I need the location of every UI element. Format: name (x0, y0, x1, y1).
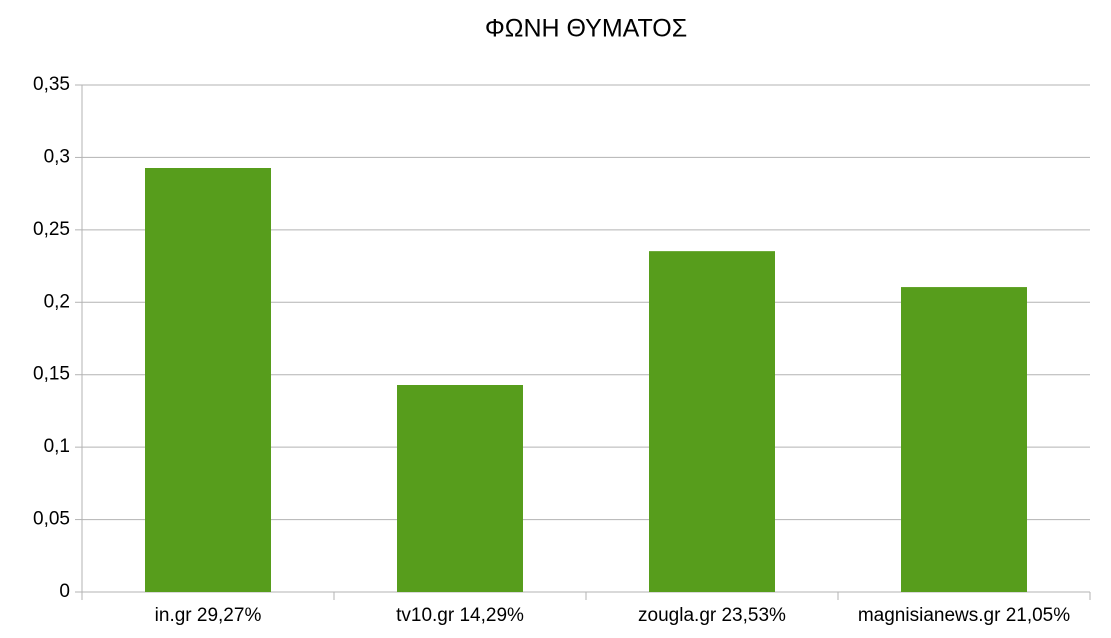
x-tick-label: tv10.gr 14,29% (396, 605, 524, 626)
y-tick-label: 0,15 (33, 364, 70, 385)
bar (145, 168, 271, 592)
y-tick-label: 0,2 (44, 291, 70, 312)
y-tick-label: 0,25 (33, 219, 70, 240)
bar (649, 251, 775, 593)
y-tick-label: 0,05 (33, 509, 70, 530)
bar (901, 287, 1027, 592)
bar (397, 384, 523, 592)
y-tick-label: 0 (59, 581, 70, 602)
y-tick-label: 0,35 (33, 74, 70, 95)
x-tick-label: in.gr 29,27% (155, 605, 262, 626)
chart-title: ΦΩΝΗ ΘΥΜΑΤΟΣ (485, 15, 687, 43)
y-tick-label: 0,3 (44, 146, 70, 167)
x-tick-label: magnisianews.gr 21,05% (858, 605, 1070, 626)
y-tick-label: 0,1 (44, 436, 70, 457)
x-tick-label: zougla.gr 23,53% (638, 605, 786, 626)
